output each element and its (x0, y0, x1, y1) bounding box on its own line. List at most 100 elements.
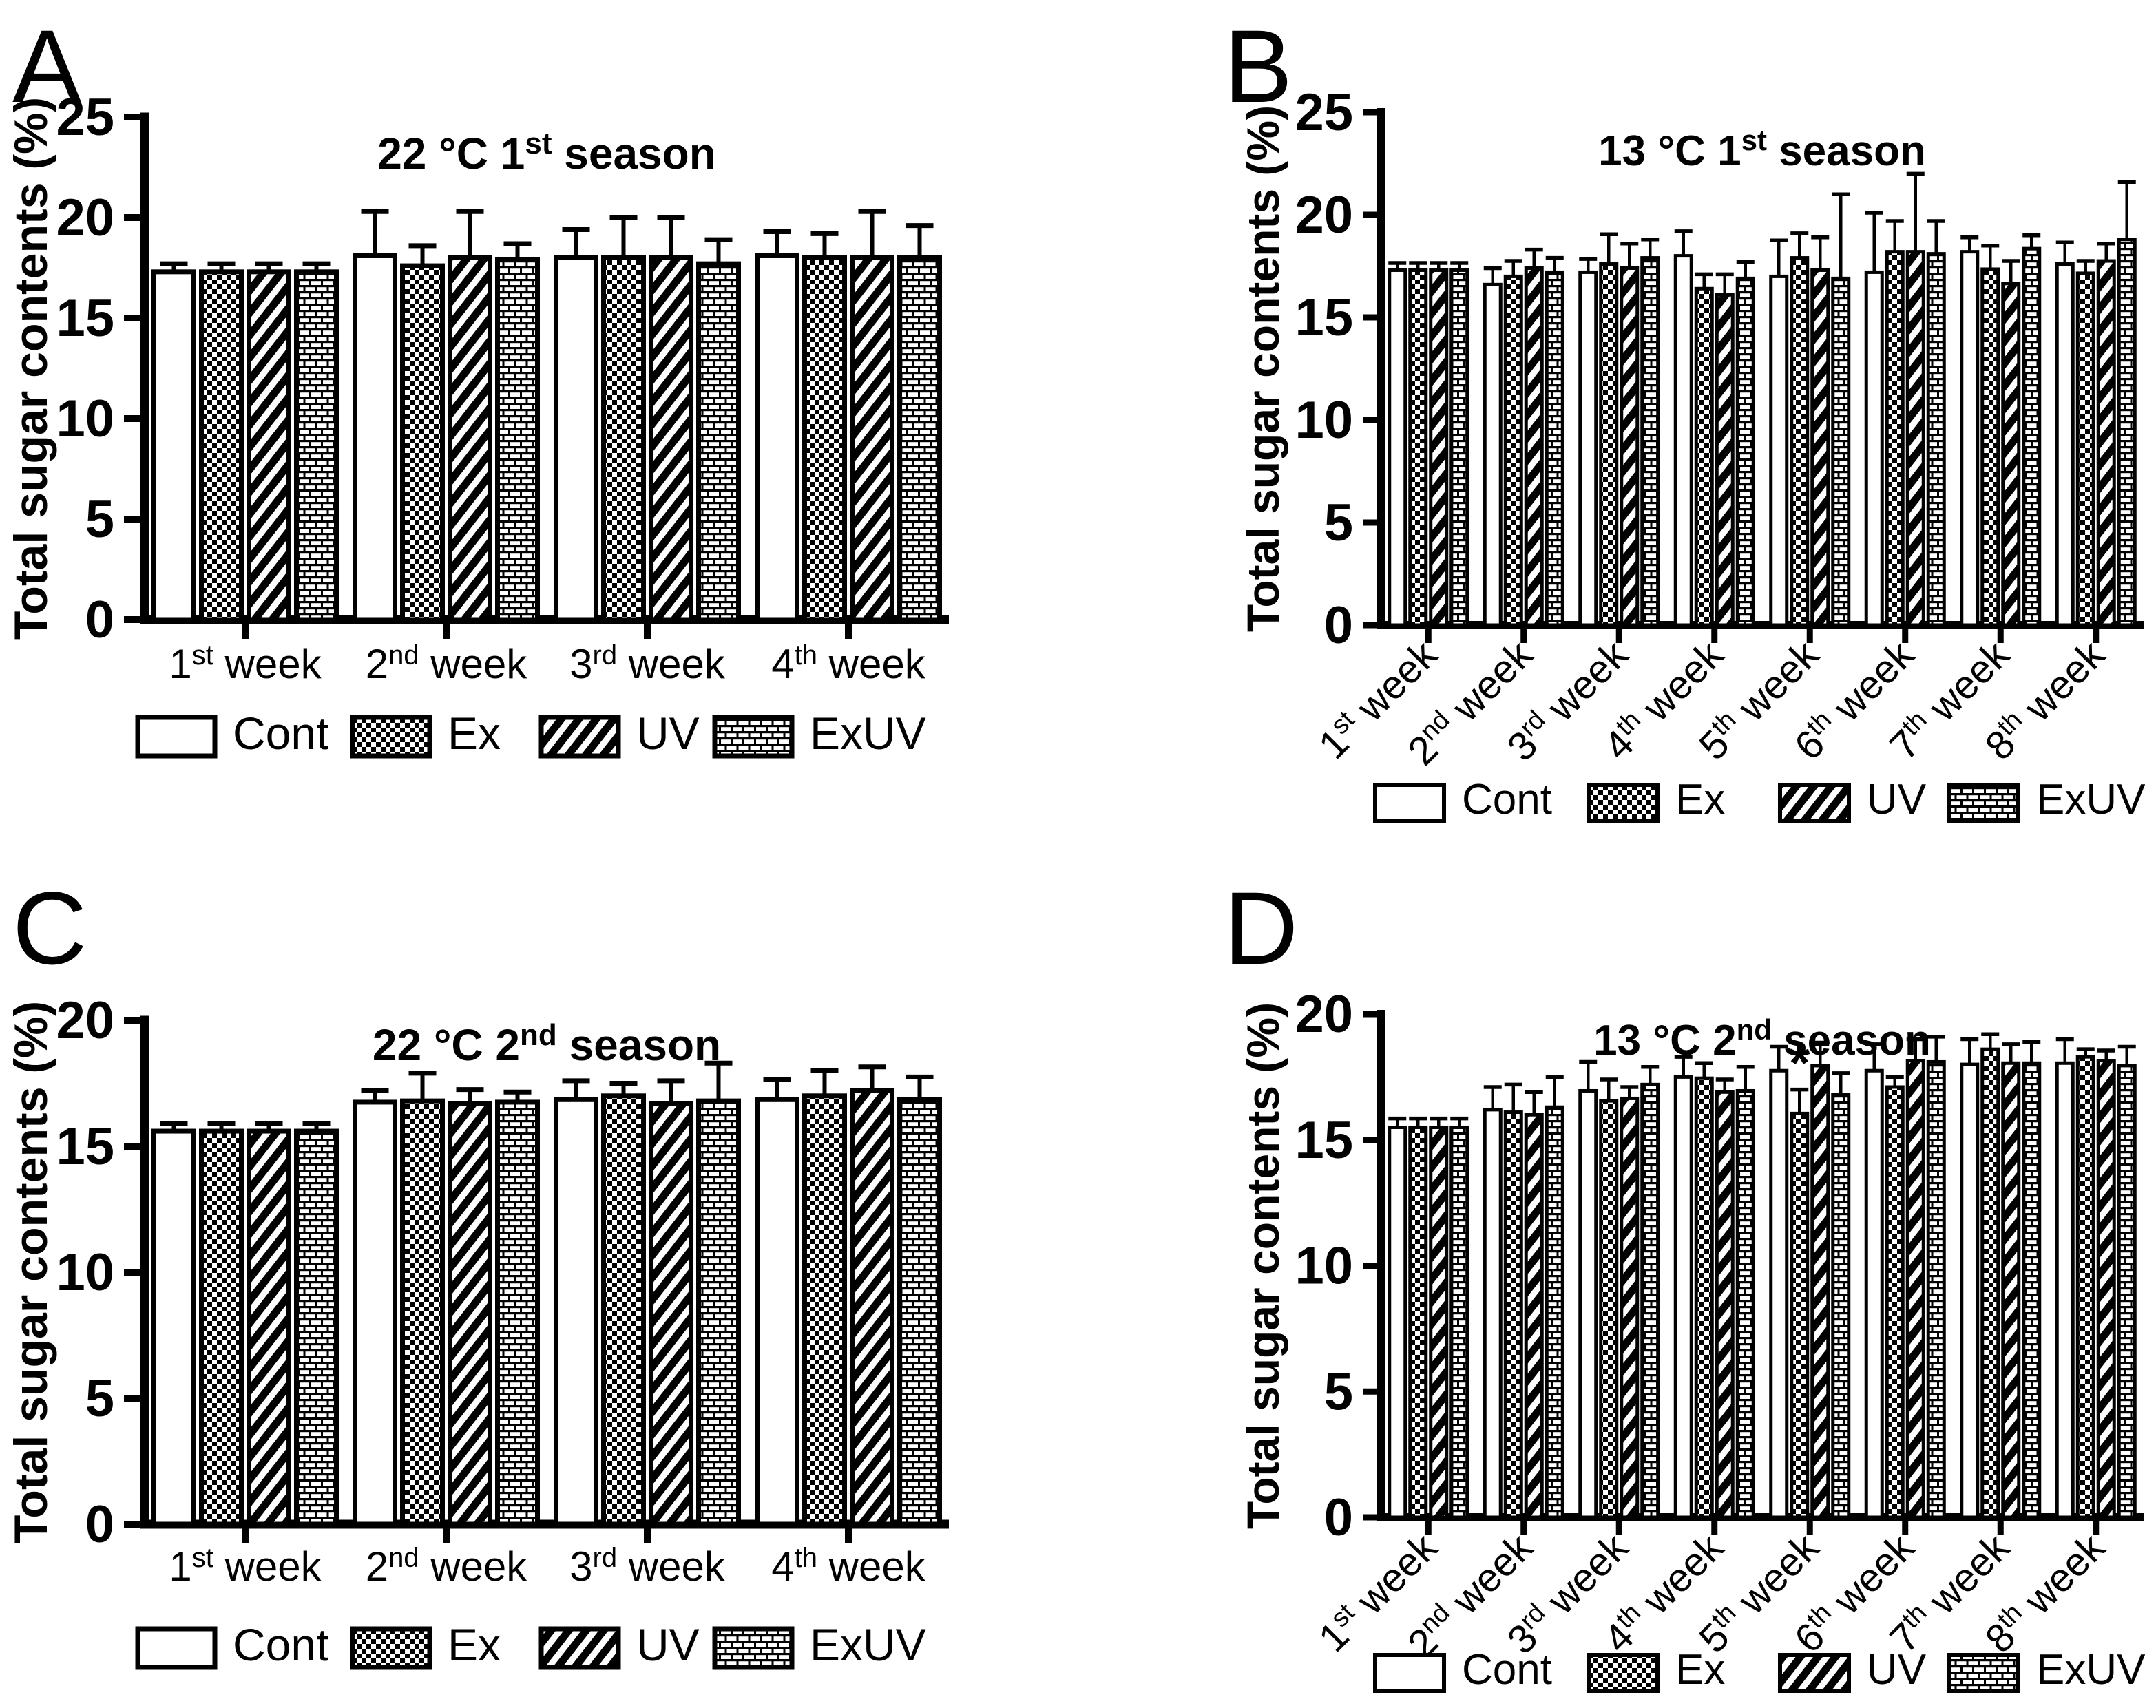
y-tick-label: 0 (85, 591, 114, 649)
bar-exuv-week2 (495, 1099, 540, 1527)
bar-uv-week8 (2096, 259, 2116, 627)
bar-cont-week5 (1769, 274, 1789, 627)
legend-key-cont (1373, 783, 1446, 823)
y-axis-title: Total sugar contents (%) (1237, 1002, 1288, 1529)
y-tick-label: 0 (85, 1495, 114, 1554)
bar-uv-week4 (1715, 293, 1735, 627)
panel-letter: B (1224, 8, 1292, 124)
legend-key-uv (538, 715, 621, 759)
legend-key-cont (135, 1626, 218, 1670)
bar-cont-week1 (151, 1128, 196, 1527)
bar-cont-week4 (1673, 254, 1693, 627)
bar-ex-week7 (1980, 1047, 2000, 1519)
bar-exuv-week2 (1545, 270, 1564, 627)
legend-key-ex (1587, 783, 1660, 823)
x-tick-label: 4th week (771, 640, 925, 687)
bar-cont-week3 (554, 1097, 598, 1527)
bar-uv-week3 (1620, 266, 1640, 627)
y-axis-title: Total sugar contents (%) (5, 1001, 57, 1543)
legend-label: ExUV (2036, 776, 2146, 823)
bar-uv-week1 (247, 1128, 291, 1527)
bar-ex-week8 (2075, 1055, 2095, 1519)
bar-uv-week5 (1810, 268, 1830, 627)
legend-label: Cont (233, 1619, 328, 1670)
bar-cont-week4 (755, 1097, 799, 1527)
bar-uv-week2 (448, 255, 492, 622)
x-tick-label: 3rd week (569, 1543, 726, 1590)
bar-cont-week2 (353, 1099, 397, 1527)
bar-uv-week1 (247, 269, 291, 622)
legend-label: Cont (1462, 776, 1552, 823)
y-tick-label: 20 (56, 991, 114, 1050)
bar-cont-week7 (1960, 250, 1980, 627)
legend-label: Ex (1675, 1646, 1725, 1694)
bar-uv-week7 (2001, 1061, 2021, 1519)
bar-ex-week5 (1790, 256, 1810, 627)
bar-exuv-week1 (1449, 268, 1469, 627)
y-tick-label: 15 (1295, 1111, 1353, 1170)
x-tick-label: 1st week (169, 1543, 322, 1590)
panel-title: 13 °C 2nd season (1593, 1013, 1931, 1064)
bar-exuv-week2 (1545, 1105, 1564, 1519)
bar-ex-week3 (601, 1093, 646, 1527)
legend-key-exuv (1947, 1653, 2020, 1693)
x-tick-label: 2nd week (366, 640, 528, 687)
bar-cont-week6 (1864, 1068, 1884, 1519)
bar-ex-week2 (400, 1098, 445, 1527)
legend-label: Ex (448, 708, 501, 759)
legend-key-exuv (712, 1626, 795, 1670)
bar-exuv-week7 (2022, 1061, 2042, 1519)
x-tick-label: 2nd week (366, 1543, 528, 1590)
bar-uv-week1 (1429, 1125, 1449, 1519)
bar-cont-week2 (353, 253, 397, 622)
legend-label: Ex (448, 1619, 501, 1670)
bar-uv-week2 (1524, 266, 1544, 627)
y-tick-label: 5 (1324, 494, 1353, 552)
legend-label: Cont (1462, 1646, 1552, 1694)
bar-exuv-week1 (294, 269, 339, 622)
bar-cont-week5 (1769, 1068, 1789, 1519)
bar-cont-week8 (2055, 262, 2075, 627)
panel-letter: A (12, 8, 81, 124)
legend-key-cont (1373, 1653, 1446, 1693)
bar-uv-week8 (2096, 1059, 2116, 1519)
bar-exuv-week1 (294, 1128, 339, 1527)
y-axis-title: Total sugar contents (%) (5, 97, 57, 640)
bar-ex-week4 (1694, 1076, 1714, 1519)
bar-cont-week8 (2055, 1061, 2075, 1519)
x-tick-label: 1st week (169, 640, 322, 687)
legend-label: Cont (233, 708, 328, 759)
bar-cont-week2 (1483, 282, 1503, 627)
legend-label: UV (1867, 776, 1927, 823)
bar-exuv-week3 (1640, 256, 1660, 627)
bar-exuv-week4 (1735, 1088, 1755, 1519)
bar-uv-week4 (1715, 1090, 1735, 1519)
bar-uv-week3 (1620, 1096, 1640, 1519)
legend-label: Ex (1675, 776, 1725, 823)
y-tick-label: 25 (56, 88, 114, 147)
legend-key-uv (538, 1626, 621, 1670)
y-tick-label: 15 (1295, 288, 1353, 347)
bar-ex-week4 (802, 255, 847, 622)
bar-cont-week7 (1960, 1062, 1980, 1519)
bar-uv-week3 (649, 255, 693, 622)
y-tick-label: 10 (1295, 391, 1353, 450)
y-tick-label: 20 (1295, 186, 1353, 244)
bar-uv-week5 (1810, 1064, 1830, 1519)
bar-exuv-week7 (2022, 246, 2042, 627)
bar-exuv-week3 (696, 261, 741, 622)
bar-cont-week1 (1388, 268, 1407, 627)
bar-uv-week6 (1905, 1059, 1925, 1519)
legend-label: UV (1867, 1646, 1927, 1694)
legend-label: UV (636, 1619, 700, 1670)
y-axis-title: Total sugar contents (%) (1237, 105, 1288, 632)
y-tick-label: 15 (56, 289, 114, 348)
bar-ex-week5 (1790, 1111, 1810, 1519)
panel-title: 22 °C 2nd season (373, 1018, 721, 1070)
bar-exuv-week8 (2117, 1064, 2137, 1519)
panel-letter: D (1224, 870, 1298, 986)
